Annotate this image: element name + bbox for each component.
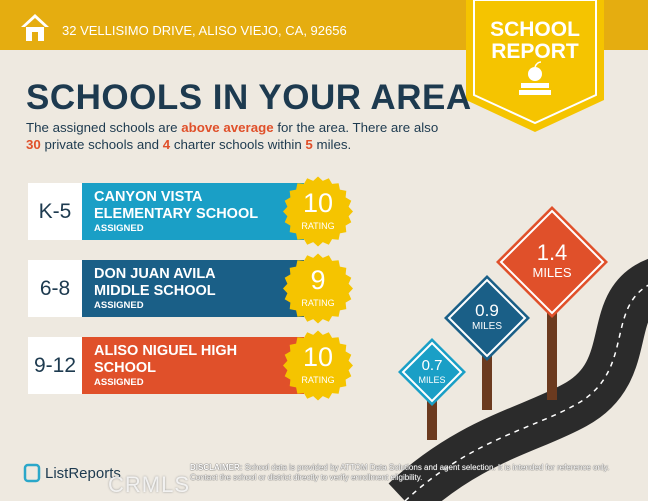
grade-range: K-5 <box>38 200 72 223</box>
rating-label: RATING <box>301 298 335 308</box>
disclaimer: DISCLAIMER: School data is provided by A… <box>190 463 620 483</box>
school-status: ASSIGNED <box>94 377 144 388</box>
rating-label: RATING <box>301 221 335 231</box>
rating-value: 10 <box>302 188 334 218</box>
rating-label: RATING <box>301 375 335 385</box>
school-rows <box>28 176 353 401</box>
road <box>388 259 648 501</box>
sign-face <box>444 275 530 361</box>
rating-seal <box>283 176 353 247</box>
sign-post <box>547 300 557 400</box>
intro-part: for the area. There are also <box>273 120 439 135</box>
road-signs <box>398 206 608 440</box>
rating-value: 9 <box>310 265 326 295</box>
school-name: DON JUAN AVILA <box>94 266 216 282</box>
grade-range: 9-12 <box>33 354 77 377</box>
grade-box <box>28 260 82 317</box>
school-band <box>82 183 304 240</box>
highlight: 5 <box>305 137 313 152</box>
highlight: above average <box>181 120 274 135</box>
school-status: ASSIGNED <box>94 223 144 234</box>
school-name: ALISO NIGUEL HIGH <box>94 343 238 359</box>
grade-range: 6-8 <box>39 277 71 300</box>
sign-distance: 1.4 <box>536 240 568 265</box>
badge-line: REPORT <box>491 40 579 63</box>
sign-face <box>496 206 608 318</box>
sign-distance: 0.9 <box>475 301 499 320</box>
rating-seal <box>283 253 353 324</box>
sign-border <box>499 209 605 315</box>
disclaimer-label: DISCLAIMER: <box>190 463 243 472</box>
school-name: SCHOOL <box>94 360 157 376</box>
sign-post <box>482 350 492 410</box>
school-name: ELEMENTARY SCHOOL <box>94 206 259 222</box>
watermark: CRMLS <box>108 472 191 497</box>
grade-box <box>28 183 82 240</box>
school-band <box>82 337 304 394</box>
badge-line: SCHOOL <box>490 18 580 41</box>
rating-seal <box>283 330 353 401</box>
intro-text: The assigned schools are above average f… <box>26 119 456 153</box>
sign-border <box>401 341 463 403</box>
intro-part: The assigned schools are <box>26 120 182 135</box>
sign-border <box>447 278 527 358</box>
house-icon <box>21 14 49 41</box>
highlight: 30 <box>26 137 41 152</box>
intro-part: charter schools within <box>170 137 306 152</box>
sign-unit: MILES <box>471 321 502 332</box>
disclaimer-text: School data is provided by ATTOM Data So… <box>190 463 610 482</box>
page-title: SCHOOLS IN YOUR AREA <box>26 78 472 117</box>
brand-logo <box>23 463 41 483</box>
highlight: 4 <box>162 137 171 152</box>
school-name: CANYON VISTA <box>94 189 203 205</box>
sign-unit: MILES <box>532 265 572 280</box>
sign-distance: 0.7 <box>421 357 443 374</box>
rating-value: 10 <box>302 342 334 372</box>
sign-unit: MILES <box>418 375 446 385</box>
school-status: ASSIGNED <box>94 300 144 311</box>
school-band <box>82 260 304 317</box>
address: 32 VELLISIMO DRIVE, ALISO VIEJO, CA, 926… <box>62 23 347 38</box>
intro-part: private schools and <box>40 137 163 152</box>
intro-part: miles. <box>312 137 352 152</box>
badge <box>466 0 604 132</box>
school-name: MIDDLE SCHOOL <box>94 283 216 299</box>
grade-box <box>28 337 82 394</box>
sign-post <box>427 400 437 440</box>
sign-face <box>398 338 466 406</box>
brand-name: ListReports <box>45 465 121 482</box>
